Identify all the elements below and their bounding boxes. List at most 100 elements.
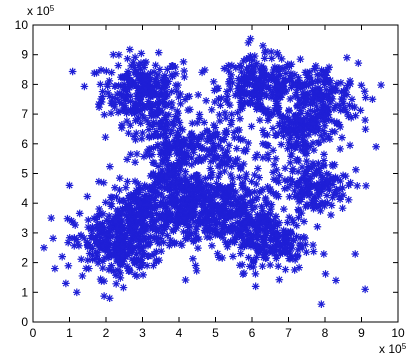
data-point: [301, 138, 309, 146]
data-point: [242, 170, 251, 178]
data-point: [115, 186, 124, 194]
data-point: [319, 173, 327, 182]
data-point: [319, 178, 327, 187]
data-point: [106, 92, 114, 101]
data-point: [125, 191, 133, 200]
data-point: [305, 131, 313, 139]
data-point: [174, 211, 183, 220]
data-point: [306, 190, 314, 198]
data-point: [200, 188, 208, 197]
data-point: [180, 188, 188, 197]
data-point: [140, 114, 148, 122]
data-point: [222, 158, 231, 166]
data-point: [120, 235, 129, 244]
data-point: [202, 96, 210, 105]
data-point: [155, 65, 164, 74]
data-point: [47, 214, 56, 222]
data-point: [115, 174, 124, 182]
data-point: [292, 137, 301, 146]
data-point: [300, 217, 308, 226]
data-point: [357, 81, 366, 90]
data-point: [255, 227, 263, 235]
data-point: [239, 74, 248, 82]
data-point: [259, 153, 267, 162]
data-point: [169, 117, 178, 126]
data-point: [258, 214, 267, 223]
data-point: [304, 201, 313, 210]
data-point: [223, 227, 232, 236]
data-point: [143, 192, 151, 201]
data-point: [87, 234, 95, 243]
data-point: [285, 107, 293, 115]
data-point: [270, 160, 279, 169]
data-point: [168, 210, 177, 219]
data-point: [235, 173, 244, 182]
data-point: [282, 246, 291, 255]
data-point: [325, 186, 334, 194]
data-point: [111, 243, 119, 252]
data-point: [295, 206, 303, 215]
data-point: [243, 241, 251, 249]
data-point: [209, 156, 218, 164]
data-point: [317, 300, 326, 308]
data-point: [137, 213, 146, 222]
data-point: [187, 161, 196, 169]
data-point: [94, 239, 102, 248]
data-point: [291, 192, 299, 201]
data-point: [252, 253, 261, 262]
data-point: [270, 175, 278, 184]
data-point: [144, 102, 153, 111]
data-point: [132, 250, 141, 258]
data-point: [119, 93, 127, 102]
data-point: [149, 261, 158, 270]
data-point: [155, 211, 164, 220]
data-point: [229, 252, 237, 261]
data-point: [119, 283, 128, 292]
data-point: [97, 98, 106, 106]
data-point: [217, 94, 226, 102]
data-point: [278, 240, 287, 248]
data-point: [284, 115, 293, 124]
data-point: [242, 91, 250, 100]
data-point: [121, 94, 130, 102]
data-point: [277, 140, 286, 149]
data-point: [326, 135, 334, 143]
data-point: [343, 81, 352, 90]
data-point: [150, 68, 158, 76]
data-point: [253, 219, 261, 228]
data-point: [187, 200, 196, 209]
data-point: [322, 169, 331, 178]
data-point: [187, 154, 196, 162]
data-point: [110, 103, 119, 111]
data-point: [152, 91, 161, 100]
data-point: [299, 187, 307, 195]
data-point: [361, 93, 370, 102]
data-point: [186, 208, 194, 217]
data-point: [361, 116, 369, 124]
data-point: [192, 222, 201, 231]
data-point: [137, 134, 146, 143]
data-point: [313, 76, 322, 85]
x-exponent-label: x 105: [379, 342, 407, 356]
data-point: [298, 83, 307, 92]
data-point: [160, 194, 168, 202]
data-point: [282, 69, 290, 78]
data-point: [232, 144, 241, 153]
data-point: [230, 210, 238, 218]
data-point: [183, 140, 191, 149]
data-point: [131, 81, 140, 89]
data-point: [151, 200, 160, 209]
data-point: [193, 178, 201, 186]
data-point: [278, 231, 287, 240]
data-point: [208, 133, 217, 141]
data-point: [223, 92, 232, 101]
data-point: [136, 234, 144, 243]
data-point: [222, 96, 230, 104]
data-point: [266, 261, 274, 269]
y-tick-label: 3: [21, 226, 28, 240]
data-point: [162, 206, 170, 214]
data-point: [303, 165, 312, 173]
data-point: [210, 86, 219, 95]
data-point: [327, 89, 335, 97]
data-point: [315, 188, 324, 197]
